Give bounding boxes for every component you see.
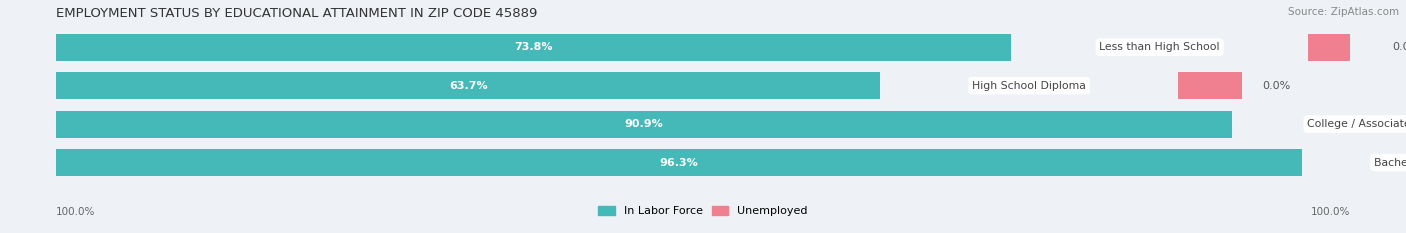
Text: Bachelor's Degree or higher: Bachelor's Degree or higher bbox=[1374, 158, 1406, 168]
Bar bbox=[1309, 34, 1374, 61]
Text: 100.0%: 100.0% bbox=[56, 207, 96, 217]
Text: College / Associate Degree: College / Associate Degree bbox=[1308, 119, 1406, 129]
Text: 96.3%: 96.3% bbox=[659, 158, 699, 168]
Text: 90.9%: 90.9% bbox=[624, 119, 664, 129]
Bar bbox=[56, 34, 1011, 61]
Bar bbox=[56, 149, 1302, 176]
Text: 0.0%: 0.0% bbox=[1392, 42, 1406, 52]
Text: EMPLOYMENT STATUS BY EDUCATIONAL ATTAINMENT IN ZIP CODE 45889: EMPLOYMENT STATUS BY EDUCATIONAL ATTAINM… bbox=[56, 7, 537, 20]
Text: 0.0%: 0.0% bbox=[1261, 81, 1291, 91]
Bar bbox=[56, 72, 880, 99]
Text: High School Diploma: High School Diploma bbox=[972, 81, 1085, 91]
Text: 73.8%: 73.8% bbox=[515, 42, 553, 52]
Text: 100.0%: 100.0% bbox=[1310, 207, 1350, 217]
Text: Less than High School: Less than High School bbox=[1099, 42, 1220, 52]
Text: 63.7%: 63.7% bbox=[449, 81, 488, 91]
Bar bbox=[56, 110, 1232, 138]
Legend: In Labor Force, Unemployed: In Labor Force, Unemployed bbox=[593, 201, 813, 220]
Text: Source: ZipAtlas.com: Source: ZipAtlas.com bbox=[1288, 7, 1399, 17]
Bar bbox=[1178, 72, 1243, 99]
